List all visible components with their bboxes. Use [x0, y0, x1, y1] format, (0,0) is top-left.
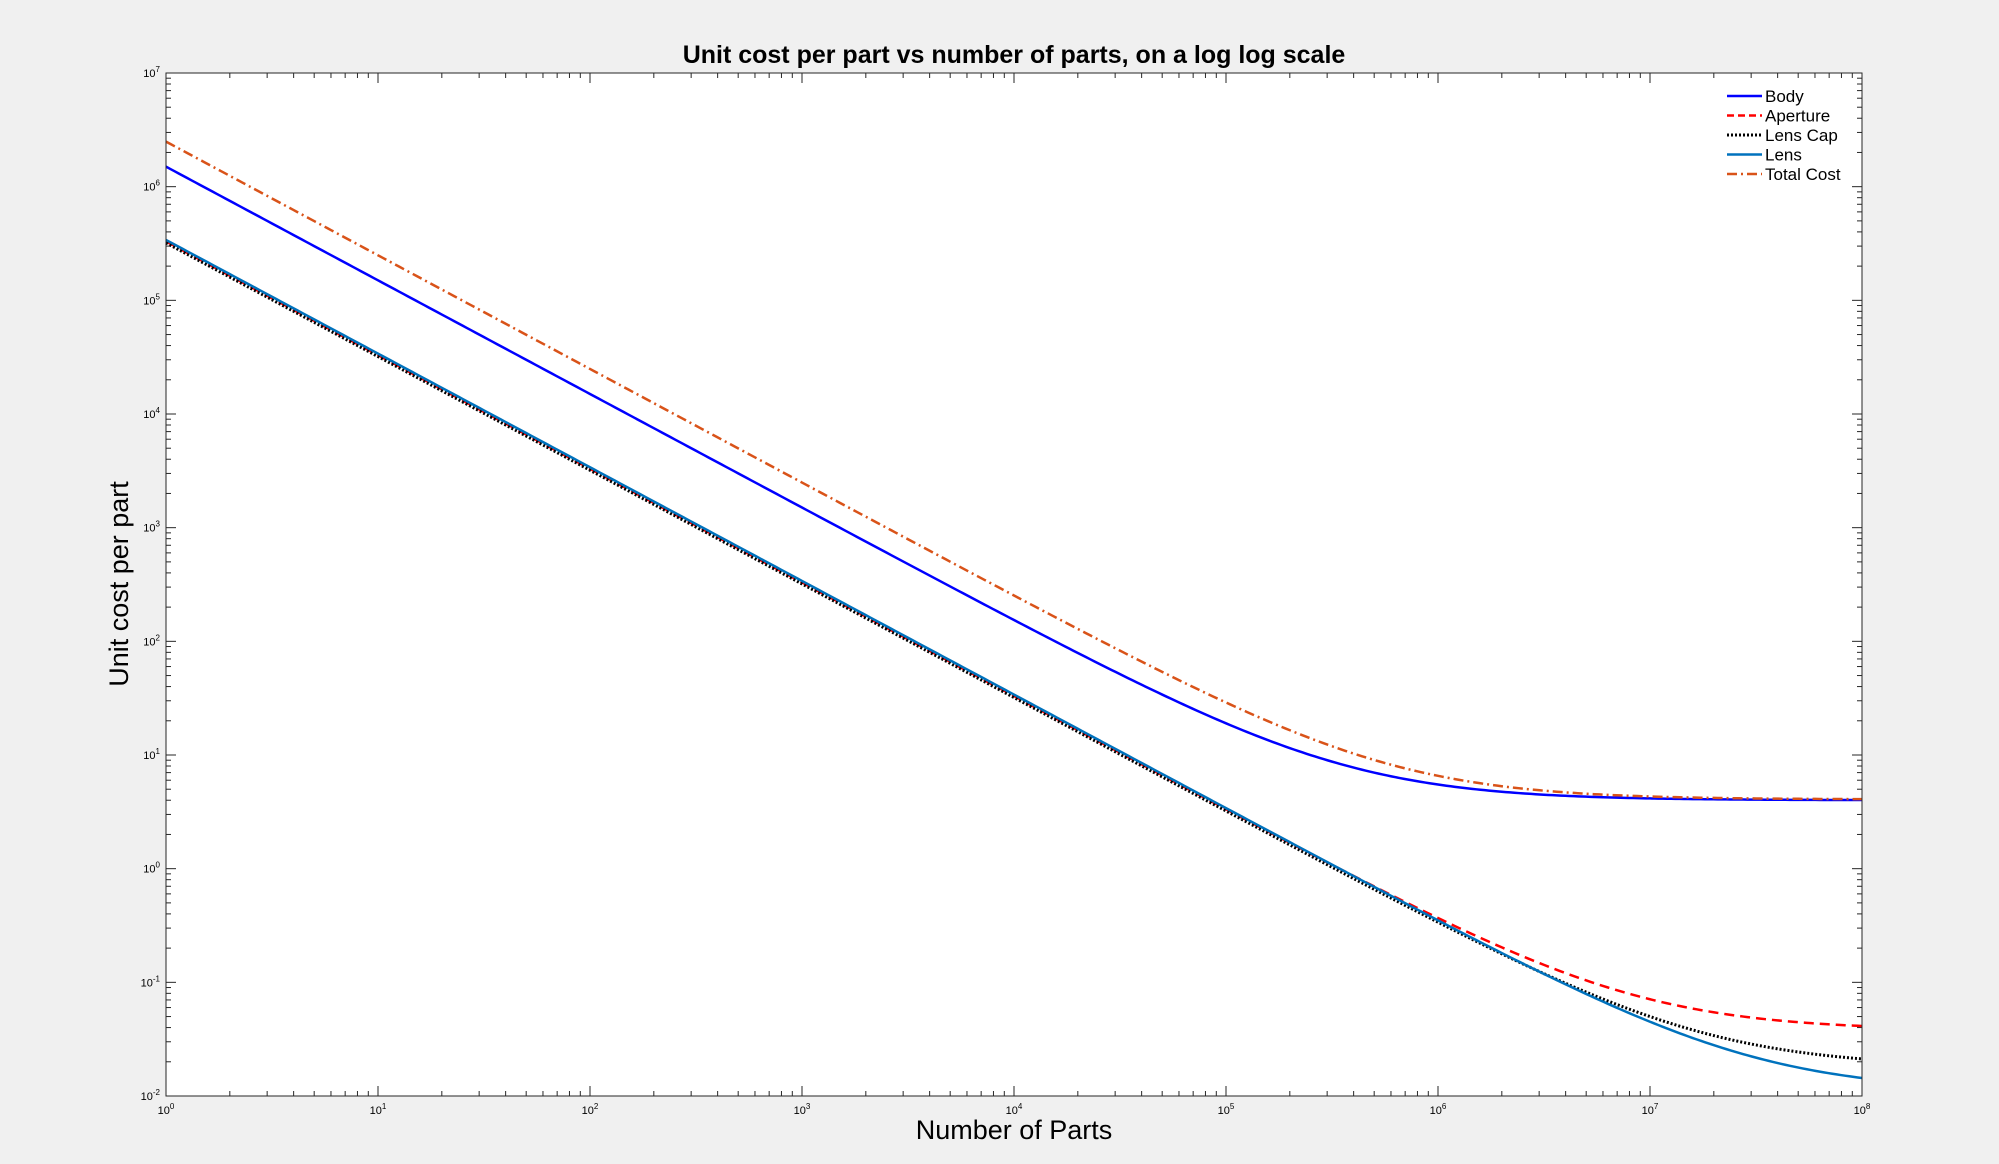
x-tick-label: 105: [1218, 1102, 1235, 1117]
x-tick-label: 100: [158, 1102, 175, 1117]
y-tick-label: 104: [143, 406, 160, 421]
chart-title: Unit cost per part vs number of parts, o…: [683, 41, 1346, 69]
x-tick-label: 106: [1430, 1102, 1447, 1117]
legend-label: Lens: [1765, 146, 1802, 165]
plot-area: [166, 73, 1862, 1096]
series-line-total-cost: [165, 140, 1863, 801]
legend-label: Total Cost: [1765, 165, 1841, 184]
y-tick-label: 10-2: [141, 1088, 161, 1103]
y-tick-label: 107: [143, 65, 160, 80]
legend-label: Lens Cap: [1765, 126, 1838, 145]
x-tick-label: 108: [1854, 1102, 1871, 1117]
x-tick-label: 101: [370, 1102, 387, 1117]
legend-label: Aperture: [1765, 107, 1830, 126]
x-tick-label: 107: [1642, 1102, 1659, 1117]
x-axis-label: Number of Parts: [916, 1115, 1113, 1145]
plot-frame: [165, 72, 1863, 1097]
series-line-lens: [165, 238, 1863, 1080]
legend-label: Body: [1765, 87, 1804, 106]
series-lines: [165, 140, 1863, 1080]
y-tick-label: 10-1: [141, 974, 161, 989]
x-tick-label: 104: [1006, 1102, 1023, 1117]
axis-ticks: 100 101 102 103 104 105 106 107 108 10-2 10-1 100 10…: [141, 65, 1871, 1117]
y-tick-label: 103: [143, 520, 160, 535]
y-tick-label: 100: [143, 861, 160, 876]
x-tick-label: 103: [794, 1102, 811, 1117]
legend-box: [1720, 83, 1854, 185]
y-tick-label: 105: [143, 292, 160, 307]
series-line-lens-cap: [165, 241, 1863, 1061]
y-tick-label: 102: [143, 633, 160, 648]
y-tick-label: 106: [143, 179, 160, 194]
y-axis-label: Unit cost per part: [104, 481, 134, 687]
series-line-body: [165, 165, 1863, 802]
y-tick-label: 101: [143, 747, 160, 762]
x-tick-label: 102: [582, 1102, 599, 1117]
